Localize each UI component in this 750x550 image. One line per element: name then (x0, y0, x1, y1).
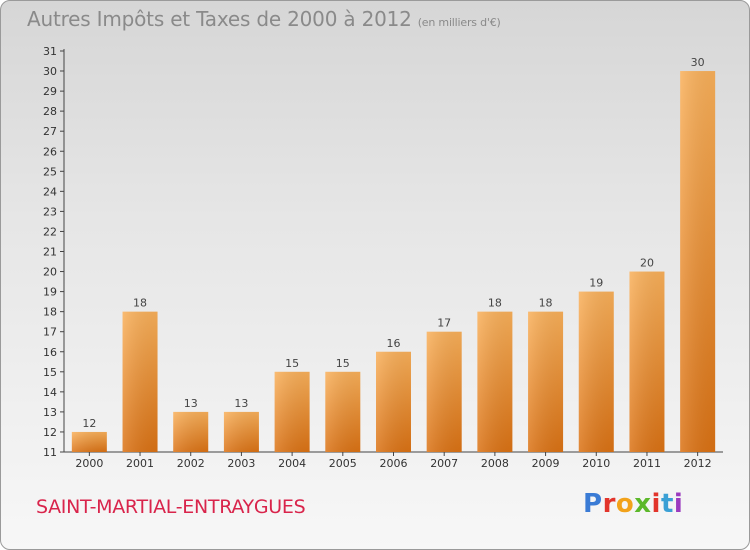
y-tick-label: 18 (43, 306, 57, 319)
bar-shade (71, 431, 107, 452)
bar-shade (426, 331, 462, 452)
x-tick-label: 2009 (532, 457, 560, 470)
x-tick-label: 2000 (75, 457, 103, 470)
bar-shade (325, 371, 361, 452)
y-tick-label: 12 (43, 426, 57, 439)
y-tick-label: 19 (43, 286, 57, 299)
y-tick-label: 29 (43, 85, 57, 98)
logo-letter: P (583, 489, 603, 519)
bar-shade (376, 351, 411, 452)
y-tick-label: 14 (43, 386, 57, 399)
y-tick-label: 23 (43, 205, 57, 218)
logo-letter: o (615, 489, 635, 519)
data-label: 19 (589, 277, 603, 290)
data-label: 18 (133, 297, 147, 310)
x-tick-label: 2004 (278, 457, 306, 470)
logo-letter: i (651, 489, 661, 519)
bar-shade (680, 71, 716, 453)
bar-shade (578, 291, 614, 452)
x-tick-label: 2011 (633, 457, 661, 470)
y-tick-label: 27 (43, 125, 57, 138)
logo-letter: r (602, 489, 616, 519)
bar-shade (477, 311, 513, 452)
y-tick-label: 11 (43, 446, 57, 459)
chart-title: Autres Impôts et Taxes de 2000 à 2012 (en… (27, 7, 501, 31)
x-tick-label: 2002 (177, 457, 205, 470)
data-label: 15 (336, 357, 350, 370)
data-label: 30 (691, 56, 705, 69)
y-tick-label: 22 (43, 225, 57, 238)
data-label: 13 (234, 397, 248, 410)
y-tick-label: 31 (43, 45, 57, 58)
data-label: 20 (640, 257, 654, 270)
y-tick-label: 21 (43, 246, 57, 259)
y-tick-label: 20 (43, 266, 57, 279)
y-tick-label: 24 (43, 185, 57, 198)
x-tick-label: 2003 (227, 457, 255, 470)
x-tick-label: 2007 (430, 457, 458, 470)
axes: 11 12 13 14 15 16 17 18 19 20 21 22 23 24 25 26 27 28 29 30… (43, 45, 723, 470)
bars (71, 71, 716, 453)
y-tick-label: 13 (43, 406, 57, 419)
bar-shade (173, 411, 209, 452)
bar-shade (629, 271, 665, 452)
x-tick-label: 2006 (380, 457, 408, 470)
y-tick-label: 17 (43, 326, 57, 339)
data-label: 15 (285, 357, 299, 370)
commune-name: SAINT-MARTIAL-ENTRAYGUES (36, 496, 306, 518)
data-label: 17 (437, 317, 451, 330)
y-tick-label: 30 (43, 65, 57, 78)
data-labels: 12 18 13 13 15 15 16 17 18 18 19 20 30 (82, 56, 704, 430)
title-unit: (en milliers d'€) (417, 16, 501, 29)
y-tick-label: 16 (43, 346, 57, 359)
logo-letter: i (673, 489, 684, 519)
x-tick-label: 2012 (684, 457, 712, 470)
x-tick-label: 2008 (481, 457, 509, 470)
logo-letter: t (660, 489, 674, 519)
y-tick-label: 15 (43, 366, 57, 379)
y-tick-label: 25 (43, 165, 57, 178)
proxiti-logo[interactable]: Proxiti (583, 489, 683, 519)
bar-shade (274, 371, 310, 452)
x-tick-label: 2005 (329, 457, 357, 470)
data-label: 18 (539, 297, 553, 310)
y-tick-label: 28 (43, 105, 57, 118)
data-label: 12 (82, 417, 96, 430)
bar-shade (223, 411, 259, 452)
title-text: Autres Impôts et Taxes de 2000 à 2012 (27, 7, 412, 31)
data-label: 13 (184, 397, 198, 410)
bar-shade (528, 311, 564, 452)
logo-letter: x (634, 489, 652, 519)
data-label: 18 (488, 297, 502, 310)
bar-shade (122, 311, 158, 452)
data-label: 16 (387, 337, 401, 350)
y-tick-label: 26 (43, 145, 57, 158)
x-tick-label: 2001 (126, 457, 154, 470)
x-tick-label: 2010 (582, 457, 610, 470)
